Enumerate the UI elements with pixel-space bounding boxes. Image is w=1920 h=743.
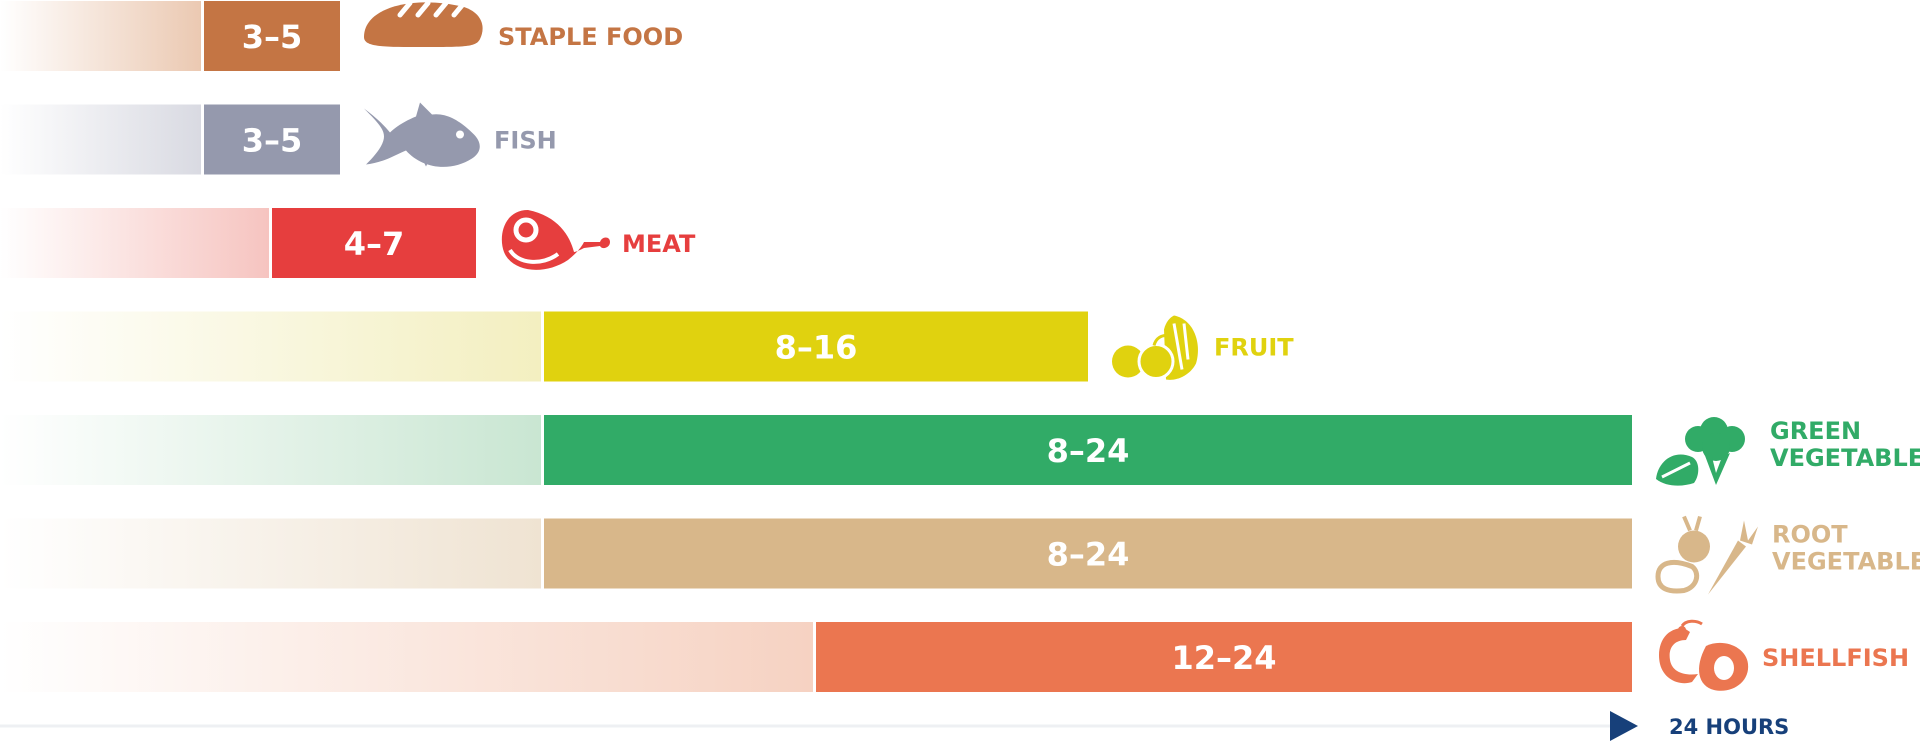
bar-fade — [0, 622, 813, 692]
bar-fade — [0, 1, 201, 71]
bar — [272, 208, 476, 278]
shrimp-icon — [1659, 619, 1749, 691]
category-label: FISH — [494, 127, 557, 155]
bars-layer: 3–5 STAPLE FOOD 3–5 FISH 4–7 MEAT 8–16 FRUIT 8–2… — [0, 0, 1920, 692]
bar-fade — [0, 518, 541, 589]
bar-row-2: 4–7 MEAT — [0, 208, 696, 278]
bar-value-label: 8–24 — [1047, 432, 1130, 470]
bar-value-label: 8–16 — [775, 329, 858, 367]
category-label: MEAT — [622, 230, 696, 258]
bar-row-0: 3–5 STAPLE FOOD — [0, 0, 683, 71]
bar — [544, 311, 1088, 382]
bar-fade — [0, 104, 201, 175]
bar-fade — [0, 311, 541, 382]
category-label: GREEN VEGETABLE — [1770, 417, 1920, 472]
category-label: SHELLFISH — [1762, 644, 1909, 672]
bar — [544, 415, 1632, 485]
axis-arrow-icon — [1610, 711, 1638, 741]
bar-row-3: 8–16 FRUIT — [0, 311, 1294, 382]
category-label: ROOT VEGETABLE — [1772, 521, 1920, 576]
bar-row-6: 12–24 SHELLFISH — [0, 619, 1909, 692]
bar-fade — [0, 208, 269, 278]
bar — [204, 1, 340, 71]
time-axis: 24 HOURS — [0, 711, 1789, 741]
fish-icon — [364, 102, 480, 167]
bar-value-label: 3–5 — [242, 122, 303, 160]
bar-fade — [0, 415, 541, 485]
carrot-icon — [1655, 515, 1758, 595]
bread-icon — [364, 0, 483, 47]
bar — [204, 104, 340, 175]
bar-value-label: 8–24 — [1047, 536, 1130, 574]
fruit-icon — [1112, 315, 1198, 380]
category-label: FRUIT — [1214, 334, 1294, 362]
bar-row-1: 3–5 FISH — [0, 102, 557, 175]
bar-row-5: 8–24 ROOT VEGETABLE — [0, 515, 1920, 595]
bar-value-label: 3–5 — [242, 18, 303, 56]
bar — [816, 622, 1632, 692]
broccoli-icon — [1656, 417, 1745, 486]
ham-icon — [501, 210, 610, 270]
category-label: STAPLE FOOD — [498, 23, 683, 51]
bar-value-label: 12–24 — [1171, 639, 1276, 677]
bar-value-label: 4–7 — [344, 225, 405, 263]
axis-unit-label: 24 HOURS — [1669, 715, 1789, 739]
bar-row-4: 8–24 GREEN VEGETABLE — [0, 415, 1920, 486]
bar — [544, 518, 1632, 589]
